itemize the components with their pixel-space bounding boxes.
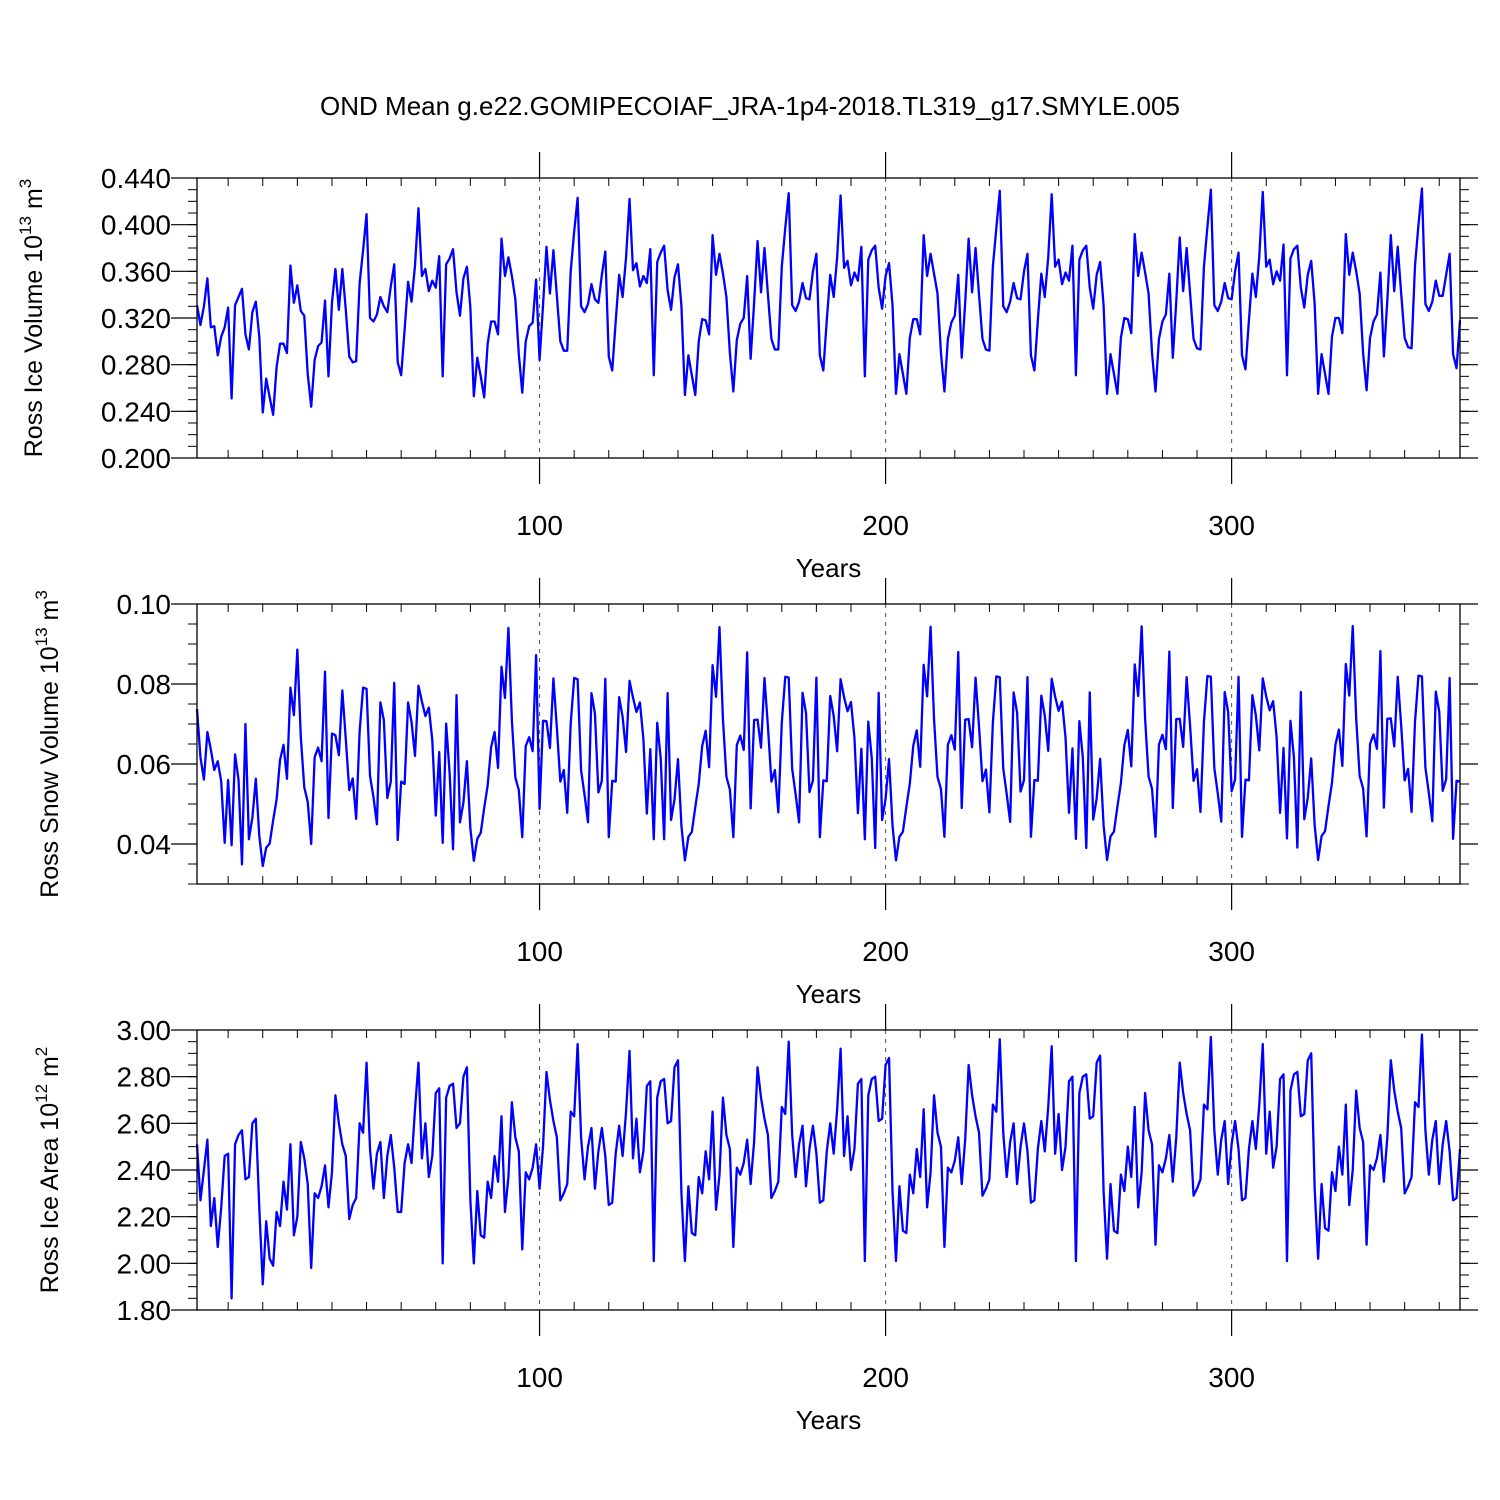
- y-tick-label-3.00: 3.00: [117, 1015, 172, 1046]
- chart-title: OND Mean g.e22.GOMIPECOIAF_JRA-1p4-2018.…: [320, 91, 1180, 121]
- series-line-ice_volume: [195, 187, 1462, 416]
- x-tick-label-300: 300: [1208, 510, 1255, 541]
- x-minor-ticks: [227, 604, 1440, 884]
- panel-snow_volume: 100 200 300 0.04 0.06 0.08 0.10 Years Ross Snow …: [32, 578, 1478, 1009]
- series-line-snow_volume: [195, 624, 1461, 868]
- y-minor-ticks: [188, 177, 1469, 459]
- y-tick-label-0.08: 0.08: [117, 669, 172, 700]
- y-tick-label-0.06: 0.06: [117, 749, 172, 780]
- y-tick-label-0.04: 0.04: [117, 829, 172, 860]
- y-axis-title-main: Ross Snow Volume 10: [36, 646, 64, 898]
- x-minor-ticks: [227, 1030, 1440, 1310]
- y-tick-label-0.10: 0.10: [117, 589, 172, 620]
- y-axis-title-unit-exponent: 3: [32, 590, 51, 599]
- y-tick-label-2.00: 2.00: [117, 1248, 172, 1279]
- y-tick-label-0.440: 0.440: [101, 163, 171, 194]
- x-tick-label-100: 100: [516, 1362, 563, 1393]
- y-axis-title-exponent: 13: [32, 627, 51, 646]
- x-tick-label-200: 200: [862, 936, 909, 967]
- plot-frame: [196, 603, 1461, 885]
- plot-frame: [196, 1029, 1461, 1311]
- y-axis-title-unit-exponent: 2: [32, 1047, 51, 1056]
- y-axis-title-main: Ross Ice Volume 10: [20, 235, 48, 457]
- x-tick-label-100: 100: [516, 936, 563, 967]
- x-axis-title: Years: [796, 553, 862, 583]
- y-tick-label-2.20: 2.20: [117, 1202, 172, 1233]
- x-tick-label-200: 200: [862, 510, 909, 541]
- y-tick-label-2.80: 2.80: [117, 1062, 172, 1093]
- y-axis-title-main: Ross Ice Area 10: [36, 1103, 64, 1293]
- x-tick-label-200: 200: [862, 1362, 909, 1393]
- y-tick-label-2.40: 2.40: [117, 1155, 172, 1186]
- y-tick-label-0.280: 0.280: [101, 350, 171, 381]
- x-tick-label-300: 300: [1208, 936, 1255, 967]
- y-axis-title-unit-exponent: 3: [16, 179, 35, 188]
- chart-panels: 100 200 300 0.200 0.240 0.280 0.320 0.360 0.400 0…: [16, 152, 1478, 1435]
- y-axis-title: Ross Ice Area 1012 m2: [32, 1047, 64, 1294]
- y-axis-title: Ross Ice Volume 1013 m3: [16, 179, 48, 458]
- panel-ice_area: 100 200 300 1.80 2.00 2.20 2.40 2.60 2.80 3.00 Yea…: [32, 1004, 1478, 1435]
- x-axis-title: Years: [796, 979, 862, 1009]
- plot-frame: [196, 177, 1461, 459]
- y-axis-title: Ross Snow Volume 1013 m3: [32, 590, 64, 898]
- y-axis-title-unit: m: [36, 600, 64, 628]
- y-axis-title-unit: m: [20, 188, 48, 216]
- y-tick-label-2.60: 2.60: [117, 1108, 172, 1139]
- y-axis-title-exponent: 12: [32, 1084, 51, 1103]
- x-tick-label-100: 100: [516, 510, 563, 541]
- y-tick-label-0.400: 0.400: [101, 210, 171, 241]
- x-tick-label-300: 300: [1208, 1362, 1255, 1393]
- panel-ice_volume: 100 200 300 0.200 0.240 0.280 0.320 0.360 0.400 0…: [16, 152, 1478, 583]
- y-tick-label-0.360: 0.360: [101, 256, 171, 287]
- y-axis-title-unit: m: [36, 1056, 64, 1084]
- y-tick-label-0.240: 0.240: [101, 396, 171, 427]
- series-line-ice_area: [195, 1033, 1462, 1300]
- y-tick-label-0.320: 0.320: [101, 303, 171, 334]
- x-axis-title: Years: [796, 1405, 862, 1435]
- y-minor-ticks: [188, 1029, 1469, 1311]
- y-tick-label-1.80: 1.80: [117, 1295, 172, 1326]
- y-axis-title-exponent: 13: [16, 216, 35, 235]
- y-tick-label-0.200: 0.200: [101, 443, 171, 474]
- x-minor-ticks: [227, 178, 1440, 458]
